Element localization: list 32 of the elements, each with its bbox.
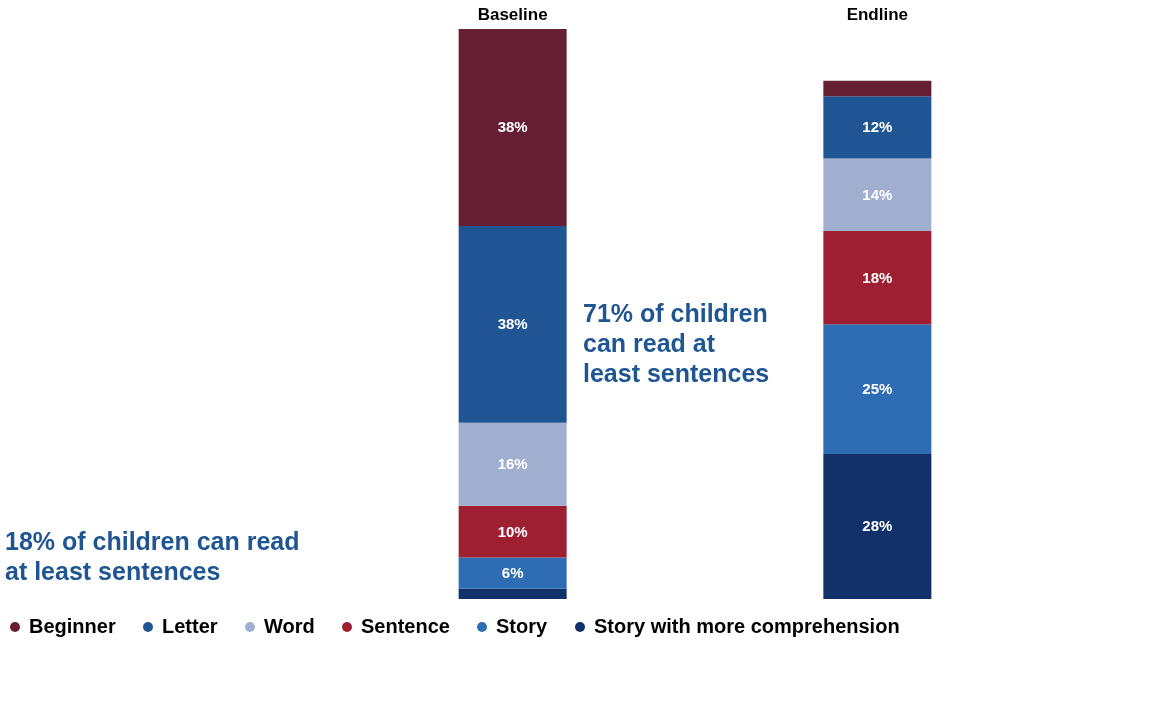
data-label: 38% [497, 315, 528, 333]
data-label: 10% [497, 522, 528, 540]
data-label: 16% [497, 455, 528, 473]
bar [823, 80, 932, 97]
bar [458, 557, 567, 589]
bar [458, 29, 567, 226]
bar [458, 225, 567, 423]
text: 18% of children can read at least sentences [5, 527, 300, 585]
legend-label: Sentence [361, 615, 450, 637]
bar [823, 453, 932, 599]
bar [823, 158, 932, 232]
legend-label: Story with more comprehension [594, 615, 900, 637]
data-label: 14% [862, 185, 893, 203]
x-tick-label: Baseline [477, 4, 548, 24]
bar [458, 588, 567, 599]
data-label: 25% [862, 380, 893, 398]
data-label: 6% [501, 564, 524, 582]
data-label: 12% [862, 118, 893, 136]
annotation: 71% of children can read at least sentences [583, 299, 770, 387]
legend-label: Beginner [29, 615, 116, 637]
x-tick-label: Endline [846, 4, 909, 24]
legend-label: Story [496, 615, 548, 637]
data-label: 38% [497, 118, 528, 136]
data-label: 28% [862, 517, 893, 535]
bar [823, 231, 932, 325]
bar [458, 422, 567, 506]
bar [823, 96, 932, 159]
legend-label: Letter [162, 615, 218, 637]
data-label: 18% [862, 268, 893, 286]
bar [458, 505, 567, 558]
bar [823, 324, 932, 454]
legend-label: Word [264, 615, 315, 637]
